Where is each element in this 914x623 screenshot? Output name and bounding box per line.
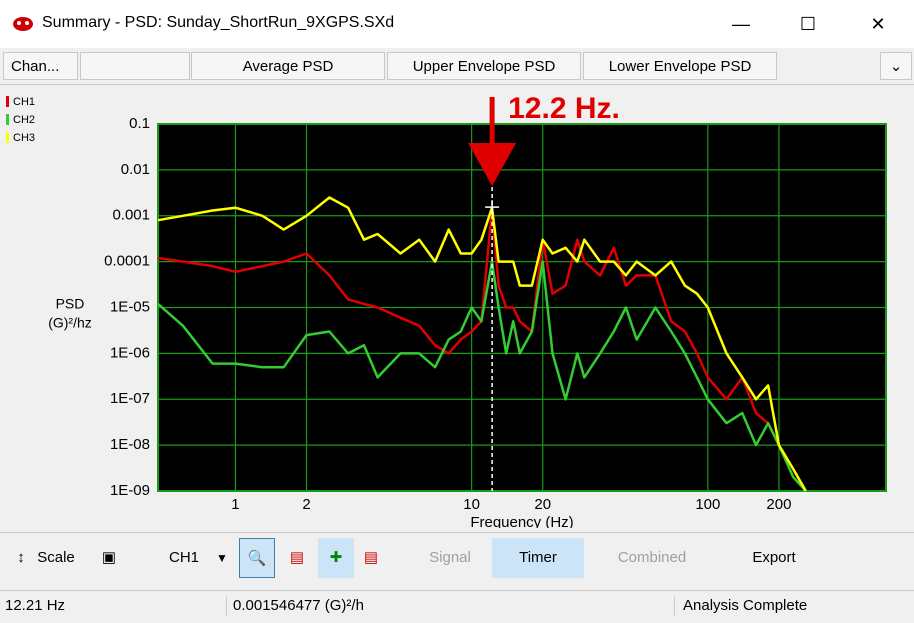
series-line xyxy=(157,207,807,492)
toolbar xyxy=(0,532,914,587)
y-tick-label: 1E-08 xyxy=(110,436,150,453)
x-tick-label: 2 xyxy=(302,496,310,513)
y-tick-label: 0.01 xyxy=(121,161,150,178)
y-tick-label: 0.0001 xyxy=(104,253,150,270)
y-tick-label: 1E-06 xyxy=(110,344,150,361)
tab[interactable]: Average PSD xyxy=(191,52,385,80)
x-tick-label: 100 xyxy=(695,496,720,513)
window-title: Summary - PSD: Sunday_ShortRun_9XGPS.SXd xyxy=(42,14,395,31)
tab-spacer xyxy=(80,52,190,80)
export-button[interactable]: Export xyxy=(752,549,796,566)
cursor-button[interactable]: ✚ xyxy=(318,538,354,578)
tool-button[interactable]: ▤ xyxy=(289,549,305,566)
minimize-button[interactable]: — xyxy=(732,14,750,34)
y-tick-label: 1E-09 xyxy=(110,482,150,499)
legend-swatch xyxy=(6,96,9,107)
title-bar xyxy=(0,0,914,48)
x-tick-label: 1 xyxy=(231,496,239,513)
scale-button[interactable]: Scale xyxy=(37,549,75,566)
y-tick-label: 0.1 xyxy=(129,115,150,132)
x-tick-label: 200 xyxy=(766,496,791,513)
scale-icon[interactable]: ↕ xyxy=(17,549,25,566)
annotation-arrow-shaft xyxy=(489,97,495,147)
timer-button[interactable]: Timer xyxy=(492,538,584,578)
tab-dropdown[interactable]: ⌄ xyxy=(880,52,912,80)
legend-label: CH1 xyxy=(13,96,35,108)
tab[interactable]: Lower Envelope PSD xyxy=(583,52,777,80)
annotation: 12.2 Hz. xyxy=(508,92,620,125)
legend-swatch xyxy=(6,114,9,125)
series-line xyxy=(157,260,807,492)
tab[interactable]: Upper Envelope PSD xyxy=(387,52,581,80)
chart: 12.2 Hz. 0.1 0.01 0.001 0.0001 1E-05 1E-06 1E-… xyxy=(6,92,887,528)
tool-button[interactable]: ▤ xyxy=(363,549,379,566)
annotation-arrow-head xyxy=(468,143,517,186)
legend-label: CH3 xyxy=(13,132,35,144)
signal-button[interactable]: Signal xyxy=(429,549,471,566)
close-button[interactable]: ✕ xyxy=(870,14,886,34)
x-tick-label: 20 xyxy=(534,496,551,513)
y-axis-label: PSD xyxy=(56,296,85,312)
y-axis-label: (G)²/hz xyxy=(48,315,92,331)
series-line xyxy=(157,196,807,492)
channel-select[interactable]: CH1 xyxy=(168,549,199,566)
y-tick-label: 1E-05 xyxy=(110,298,150,315)
zoom-button[interactable]: 🔍 xyxy=(239,538,275,578)
chart-icon[interactable]: ▣ xyxy=(101,549,117,566)
y-tick-label: 1E-07 xyxy=(110,390,150,407)
x-tick-label: 10 xyxy=(463,496,480,513)
status-bar xyxy=(0,590,914,623)
maximize-button[interactable]: ☐ xyxy=(799,14,817,34)
channel-dropdown[interactable]: ▼ xyxy=(216,551,228,565)
status-psd: 0.001546477 (G)²/h xyxy=(226,596,383,616)
cursor-marker xyxy=(485,200,500,215)
x-axis-label: Frequency (Hz) xyxy=(470,514,573,528)
status-frequency: 12.21 Hz xyxy=(5,597,66,614)
combined-button[interactable]: Combined xyxy=(617,549,687,566)
legend-swatch xyxy=(6,132,9,143)
tab[interactable]: Chan... xyxy=(3,52,78,80)
app-icon xyxy=(13,17,33,31)
y-tick-label: 0.001 xyxy=(112,207,150,224)
status-state: Analysis Complete xyxy=(674,596,807,616)
legend-label: CH2 xyxy=(13,114,35,126)
